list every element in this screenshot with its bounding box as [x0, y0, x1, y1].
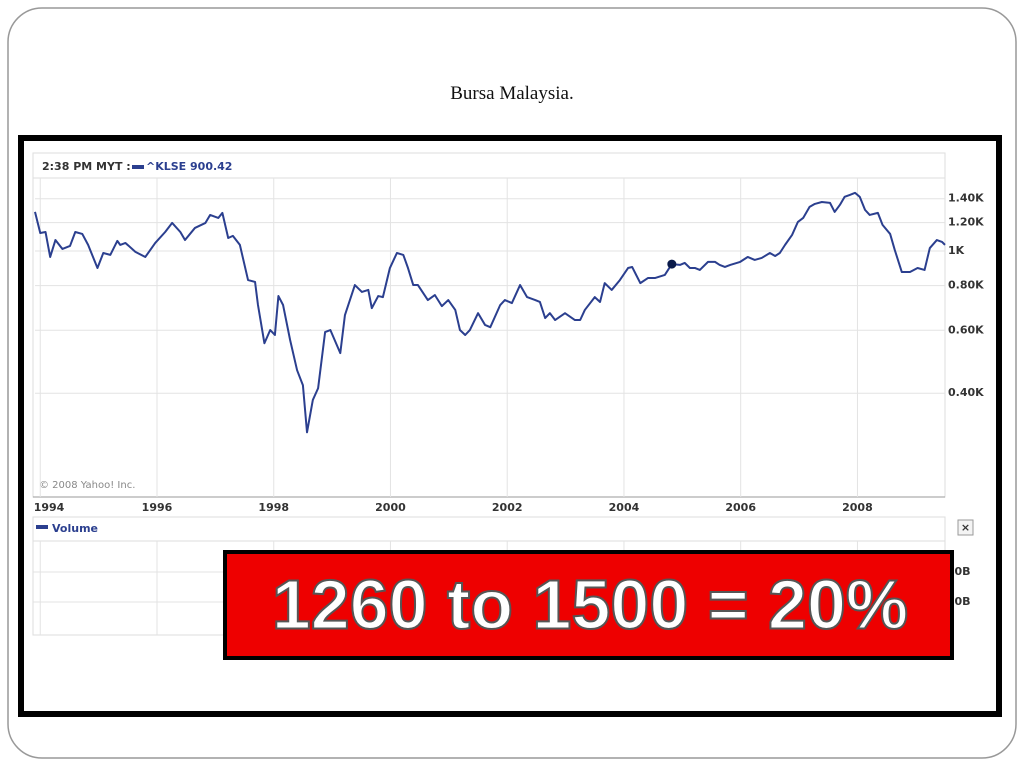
- volume-swatch: [36, 525, 48, 529]
- chart-header: 2:38 PM MYT :: [42, 160, 131, 173]
- close-button[interactable]: [957, 519, 974, 536]
- x-tick-label: 2002: [492, 501, 523, 514]
- close-icon[interactable]: ×: [961, 521, 970, 534]
- x-tick-label: 2004: [609, 501, 640, 514]
- copyright: © 2008 Yahoo! Inc.: [39, 480, 135, 491]
- y-tick-label: 1K: [948, 244, 965, 257]
- legend-entry: ^KLSE 900.42: [146, 160, 232, 173]
- x-tick-label: 2008: [842, 501, 873, 514]
- x-tick-label: 1996: [142, 501, 173, 514]
- x-tick-label: 2006: [725, 501, 756, 514]
- y-tick-label: 0.60K: [948, 323, 984, 336]
- x-tick-label: 1994: [34, 501, 65, 514]
- slide-title: Bursa Malaysia.: [450, 83, 573, 104]
- y-tick-label: 0.40K: [948, 386, 984, 399]
- callout-text: 1260 to 1500 = 20%: [272, 565, 908, 643]
- x-tick-label: 2000: [375, 501, 406, 514]
- legend-swatch: [132, 165, 144, 169]
- price-line: [34, 191, 946, 434]
- volume-title: Volume: [52, 522, 98, 535]
- y-tick-label: 1.20K: [948, 216, 984, 229]
- x-tick-label: 1998: [258, 501, 289, 514]
- y-tick-label: 1.40K: [948, 192, 984, 205]
- y-tick-label: 0.80K: [948, 279, 984, 292]
- callout-box: [223, 550, 954, 660]
- hover-marker: [667, 259, 677, 269]
- chart-panel: [32, 152, 946, 498]
